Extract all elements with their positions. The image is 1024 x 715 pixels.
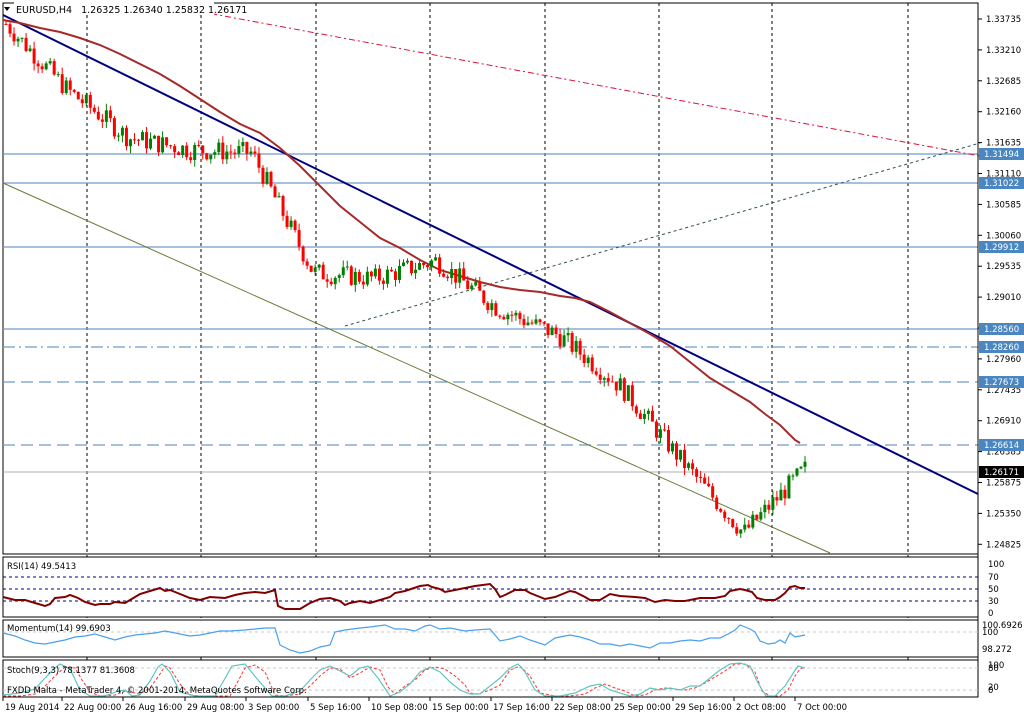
price-tick-label: 1.29010 bbox=[986, 293, 1021, 303]
stoch-scale-80: 80 bbox=[988, 664, 999, 674]
price-tick-label: 1.32685 bbox=[986, 77, 1021, 87]
stoch-scale-100: 100 bbox=[988, 661, 1004, 671]
level-label-4: 1.28560 bbox=[984, 325, 1019, 335]
level-label-3: 1.29912 bbox=[984, 243, 1019, 253]
price-tick-label: 1.27435 bbox=[986, 386, 1021, 396]
rsi-pane[interactable]: RSI(14) 49.5413 100 70 50 30 0 bbox=[2, 556, 1004, 619]
candlesticks bbox=[4, 19, 807, 538]
stoch-main-line bbox=[2, 662, 806, 697]
price-tick-label: 1.31110 bbox=[986, 170, 1021, 180]
svg-text:EURUSD,H4 1.26325 1.2634: EURUSD,H4 1.26325 1.26340 1.25832 1.2617… bbox=[16, 5, 247, 16]
chart-header[interactable]: EURUSD,H4 1.26325 1.26340 1.25832 1.2617… bbox=[4, 2, 247, 16]
momentum-scale-min: 98.272 bbox=[982, 645, 1012, 655]
stoch-scale-0: 0 bbox=[988, 686, 993, 696]
price-tick-label: 1.31635 bbox=[986, 139, 1021, 149]
copyright-text: FXDD Malta - MetaTrader 4, © 2001-2014, … bbox=[7, 686, 307, 696]
time-tick-label: 3 Sep 00:00 bbox=[248, 703, 299, 713]
current-price-label: 1.26171 bbox=[984, 468, 1019, 478]
rsi-scale-50: 50 bbox=[988, 585, 999, 595]
price-tick-label: 1.33210 bbox=[986, 46, 1021, 56]
momentum-line bbox=[2, 624, 806, 654]
price-tick-label: 1.33735 bbox=[986, 15, 1021, 25]
rsi-title: RSI(14) 49.5413 bbox=[7, 562, 76, 572]
rsi-scale-70: 70 bbox=[988, 573, 999, 583]
price-tick-label: 1.32160 bbox=[986, 108, 1021, 118]
price-tick-label: 1.25875 bbox=[986, 479, 1021, 489]
level-labels: 1.31494 1.31022 1.29912 1.28560 1.28260 … bbox=[979, 148, 1024, 478]
momentum-title: Momentum(14) 99.6903 bbox=[7, 624, 111, 634]
price-tick-label: 1.29535 bbox=[986, 262, 1021, 272]
lower-channel-trendline[interactable] bbox=[2, 182, 831, 554]
time-axis[interactable]: 19 Aug 2014 22 Aug 00:00 26 Aug 16:00 29 Au… bbox=[2, 696, 978, 713]
symbol-label: EURUSD,H4 bbox=[16, 5, 72, 16]
time-tick-label: 29 Aug 08:00 bbox=[187, 703, 244, 713]
time-tick-label: 26 Aug 16:00 bbox=[125, 703, 182, 713]
price-tick-label: 1.26385 bbox=[986, 448, 1021, 458]
rsi-scale-100: 100 bbox=[988, 560, 1004, 570]
price-axis[interactable]: 1.33735 1.33210 1.32685 1.32160 1.31635 1.311… bbox=[977, 3, 1021, 697]
price-pane[interactable] bbox=[2, 2, 981, 697]
level-label-5: 1.28260 bbox=[984, 343, 1019, 353]
level-label-7: 1.26614 bbox=[984, 441, 1019, 451]
price-tick-label: 1.24825 bbox=[986, 540, 1021, 550]
rsi-scale-0: 0 bbox=[988, 609, 993, 619]
stoch-title: Stoch(9,3,3) 78.1377 81.3608 bbox=[7, 666, 135, 676]
price-tick-label: 1.27960 bbox=[986, 355, 1021, 365]
level-label-2: 1.31022 bbox=[984, 179, 1019, 189]
level-label-1: 1.31494 bbox=[984, 150, 1019, 160]
level-label-6: 1.27673 bbox=[984, 378, 1019, 388]
main-downtrend-line[interactable] bbox=[2, 14, 979, 495]
stochastic-pane[interactable]: Stoch(9,3,3) 78.1377 81.3608 FXDD Malta … bbox=[2, 659, 1004, 698]
momentum-scale-100: 100 bbox=[982, 628, 998, 638]
time-tick-label: 10 Sep 08:00 bbox=[371, 703, 428, 713]
red-dashed-trendline[interactable] bbox=[169, 5, 981, 157]
rsi-scale-30: 30 bbox=[988, 597, 999, 607]
price-pane-frame bbox=[2, 2, 979, 555]
time-tick-label: 17 Sep 16:00 bbox=[493, 703, 550, 713]
time-tick-label: 25 Sep 00:00 bbox=[614, 703, 671, 713]
stoch-scale-20: 20 bbox=[988, 683, 999, 693]
horizontal-levels[interactable] bbox=[3, 153, 978, 446]
time-tick-label: 22 Sep 08:00 bbox=[554, 703, 611, 713]
momentum-pane[interactable]: Momentum(14) 99.6903 100.6926 100 98.272 bbox=[2, 619, 1023, 658]
time-tick-label: 2 Oct 08:00 bbox=[736, 703, 786, 713]
time-tick-label: 29 Sep 16:00 bbox=[675, 703, 732, 713]
time-tick-label: 15 Sep 00:00 bbox=[432, 703, 489, 713]
price-tick-label: 1.30585 bbox=[986, 200, 1021, 210]
time-tick-label: 7 Oct 00:00 bbox=[797, 703, 847, 713]
price-tick-label: 1.26910 bbox=[986, 417, 1021, 427]
price-tick-label: 1.25350 bbox=[986, 509, 1021, 519]
price-tick-label: 1.30060 bbox=[986, 231, 1021, 241]
time-tick-label: 19 Aug 2014 bbox=[5, 703, 59, 713]
time-tick-label: 22 Aug 00:00 bbox=[64, 703, 121, 713]
stoch-signal-line bbox=[3, 663, 806, 697]
time-tick-label: 5 Sep 16:00 bbox=[310, 703, 361, 713]
momentum-scale-max: 100.6926 bbox=[982, 621, 1023, 631]
triangle-down-icon[interactable] bbox=[4, 7, 10, 11]
ohlc-values: 1.26325 1.26340 1.25832 1.26171 bbox=[81, 5, 247, 16]
rising-dotted-trendline[interactable] bbox=[344, 142, 981, 327]
rsi-line bbox=[2, 582, 805, 610]
